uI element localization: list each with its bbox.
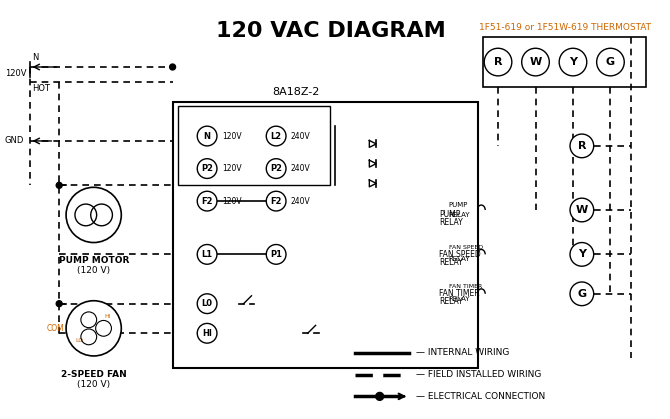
Circle shape (197, 159, 217, 178)
Text: L1: L1 (202, 250, 212, 259)
Circle shape (266, 191, 286, 211)
Text: FAN SPEED: FAN SPEED (439, 250, 480, 259)
Bar (483, 37, 646, 87)
Text: 1F51-619 or 1F51W-619 THERMOSTAT: 1F51-619 or 1F51W-619 THERMOSTAT (478, 23, 651, 33)
Text: PUMP: PUMP (449, 202, 468, 208)
Text: RELAY: RELAY (439, 218, 462, 228)
Text: G: G (606, 57, 615, 67)
Circle shape (522, 48, 549, 76)
Text: HI: HI (104, 314, 111, 319)
Text: F2: F2 (202, 197, 213, 206)
Circle shape (66, 187, 121, 243)
Text: P2: P2 (270, 164, 282, 173)
Bar (178, 106, 330, 185)
Text: G: G (578, 289, 586, 299)
Text: GND: GND (5, 137, 24, 145)
Text: RELAY: RELAY (439, 297, 462, 306)
Text: 240V: 240V (291, 164, 311, 173)
Circle shape (376, 393, 384, 400)
Circle shape (197, 245, 217, 264)
Text: 240V: 240V (291, 197, 311, 206)
Circle shape (197, 294, 217, 313)
Text: LO: LO (76, 338, 84, 343)
Text: W: W (576, 205, 588, 215)
Circle shape (570, 243, 594, 266)
Circle shape (266, 159, 286, 178)
Text: PUMP MOTOR: PUMP MOTOR (58, 256, 129, 265)
Circle shape (56, 182, 62, 188)
Circle shape (66, 301, 121, 356)
Circle shape (570, 282, 594, 305)
Text: — ELECTRICAL CONNECTION: — ELECTRICAL CONNECTION (416, 392, 545, 401)
Text: 120V: 120V (5, 70, 26, 78)
Circle shape (170, 64, 176, 70)
Polygon shape (369, 160, 377, 167)
Text: N: N (33, 53, 39, 62)
Circle shape (197, 126, 217, 146)
Text: (120 V): (120 V) (77, 380, 111, 388)
Circle shape (484, 48, 512, 76)
Text: R: R (578, 141, 586, 151)
Polygon shape (369, 140, 377, 147)
Text: FAN TIMER: FAN TIMER (439, 290, 480, 298)
Text: F2: F2 (271, 197, 282, 206)
Text: RELAY: RELAY (449, 256, 470, 262)
Bar (173, 101, 478, 368)
Text: L2: L2 (271, 132, 281, 140)
Text: N: N (204, 132, 210, 140)
Circle shape (570, 134, 594, 158)
Text: HOT: HOT (33, 84, 50, 93)
Text: PUMP: PUMP (439, 210, 460, 220)
Text: L0: L0 (202, 299, 212, 308)
Text: — FIELD INSTALLED WIRING: — FIELD INSTALLED WIRING (416, 370, 541, 379)
Text: 120V: 120V (222, 132, 241, 140)
Text: P2: P2 (201, 164, 213, 173)
Polygon shape (369, 180, 377, 187)
Circle shape (597, 48, 624, 76)
Text: 120 VAC DIAGRAM: 120 VAC DIAGRAM (216, 21, 446, 41)
Text: HI: HI (202, 329, 212, 338)
Text: COM: COM (46, 324, 64, 333)
Circle shape (559, 48, 587, 76)
Circle shape (266, 126, 286, 146)
Text: Y: Y (569, 57, 577, 67)
Text: 120V: 120V (222, 164, 241, 173)
Text: — INTERNAL WIRING: — INTERNAL WIRING (416, 349, 510, 357)
Text: FAN SPEED: FAN SPEED (449, 245, 483, 250)
Text: (120 V): (120 V) (77, 266, 111, 275)
Text: R: R (494, 57, 502, 67)
Circle shape (266, 245, 286, 264)
Text: RELAY: RELAY (449, 212, 470, 218)
Circle shape (197, 191, 217, 211)
Text: 120V: 120V (222, 197, 241, 206)
Circle shape (570, 198, 594, 222)
Text: RELAY: RELAY (439, 258, 462, 267)
Text: 2-SPEED FAN: 2-SPEED FAN (61, 370, 127, 379)
Text: P1: P1 (270, 250, 282, 259)
Text: RELAY: RELAY (449, 296, 470, 302)
Text: Y: Y (578, 249, 586, 259)
Text: 240V: 240V (291, 132, 311, 140)
Text: W: W (529, 57, 541, 67)
Text: FAN TIMER: FAN TIMER (449, 285, 482, 290)
Circle shape (56, 301, 62, 307)
Text: 8A18Z-2: 8A18Z-2 (272, 87, 320, 97)
Circle shape (197, 323, 217, 343)
